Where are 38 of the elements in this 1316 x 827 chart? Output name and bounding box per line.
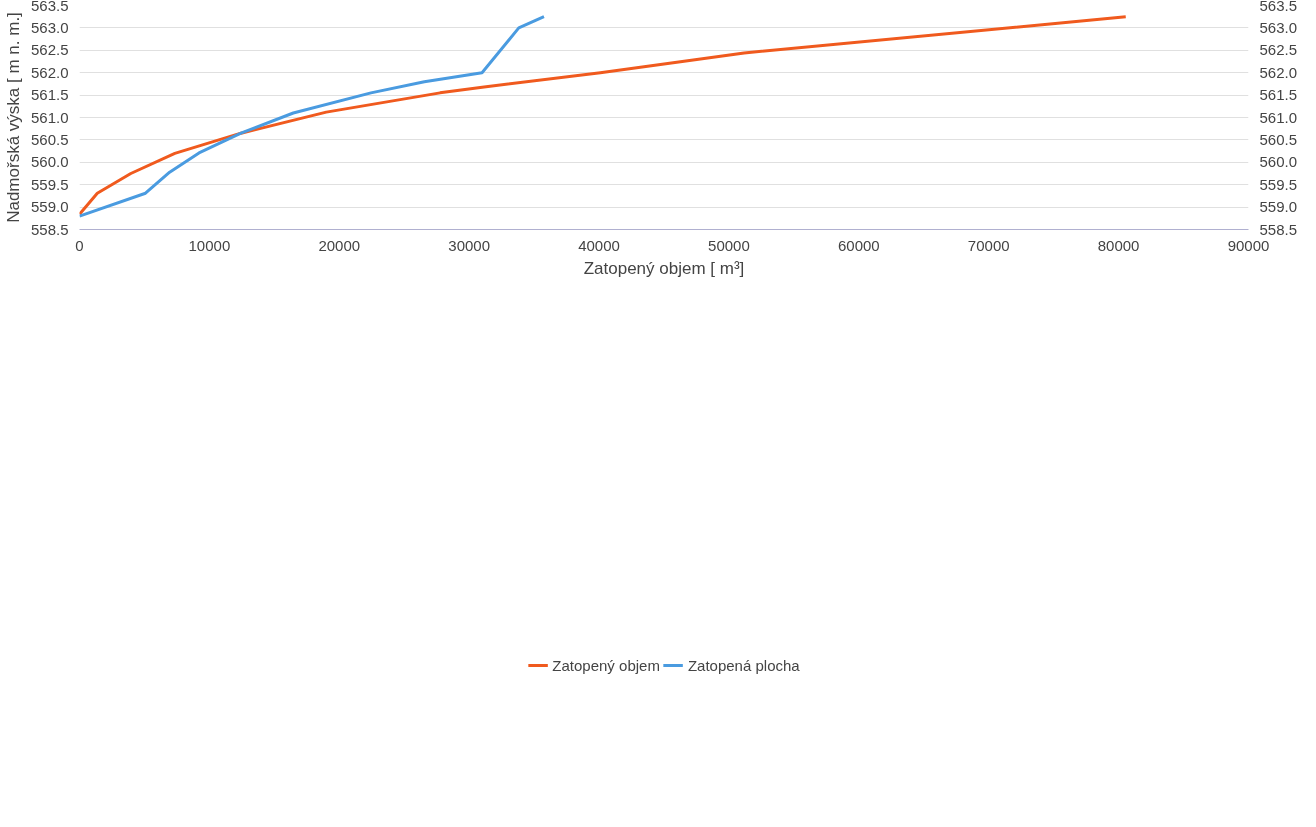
y-tick-label: 560.0 — [30, 153, 69, 171]
y2-tick-label: 563.5 — [1259, 0, 1298, 14]
y2-tick-label: 562.5 — [1259, 41, 1298, 59]
x-tick-label: 10000 — [188, 236, 231, 254]
x-tick-label: 90000 — [1227, 236, 1270, 254]
x-tick-label: 50000 — [708, 236, 750, 254]
line-series — [79, 15, 1128, 216]
y2-tick-label: 562.0 — [1259, 63, 1298, 81]
legend-label: Zatopená plocha — [687, 656, 800, 674]
y2-tick-label: 561.5 — [1259, 86, 1298, 104]
y2-tick-label: 560.5 — [1259, 130, 1298, 148]
y-tick-label: 563.0 — [30, 18, 69, 36]
y2-tick-label: 559.0 — [1259, 198, 1298, 216]
y2-tick-label: 560.0 — [1259, 153, 1298, 171]
x-tick-label: 70000 — [967, 236, 1010, 254]
y-tick-label: 559.0 — [30, 198, 69, 216]
x-tick-label: 30000 — [448, 236, 491, 254]
x-tick-label: 20000 — [318, 236, 361, 254]
y2-tick-label: 559.5 — [1259, 175, 1298, 193]
y-tick-label: 558.5 — [30, 220, 69, 238]
x-tick-label: 60000 — [837, 236, 880, 254]
x-tick-label: 80000 — [1097, 236, 1140, 254]
y-tick-label: 561.0 — [30, 108, 69, 126]
y-tick-label: 562.5 — [30, 41, 69, 59]
y-tick-label: 561.5 — [30, 86, 69, 104]
y-tick-label: 563.5 — [30, 0, 69, 14]
y-tick-label: 559.5 — [30, 175, 69, 193]
line-series — [79, 15, 546, 218]
y2-tick-label: 558.5 — [1259, 220, 1298, 238]
y-axis-title: Nadmořská výska [ m n. m.] — [3, 12, 23, 223]
y-tick-label: 562.0 — [30, 63, 69, 81]
y2-tick-label: 563.0 — [1259, 18, 1298, 36]
x-axis-title: Zatopený objem [ m³] — [583, 258, 745, 278]
y-tick-label: 560.5 — [30, 130, 69, 148]
y2-tick-label: 561.0 — [1259, 108, 1298, 126]
legend-label: Zatopený objem — [552, 656, 660, 674]
x-tick-label: 0 — [75, 236, 84, 254]
x-tick-label: 40000 — [578, 236, 620, 254]
